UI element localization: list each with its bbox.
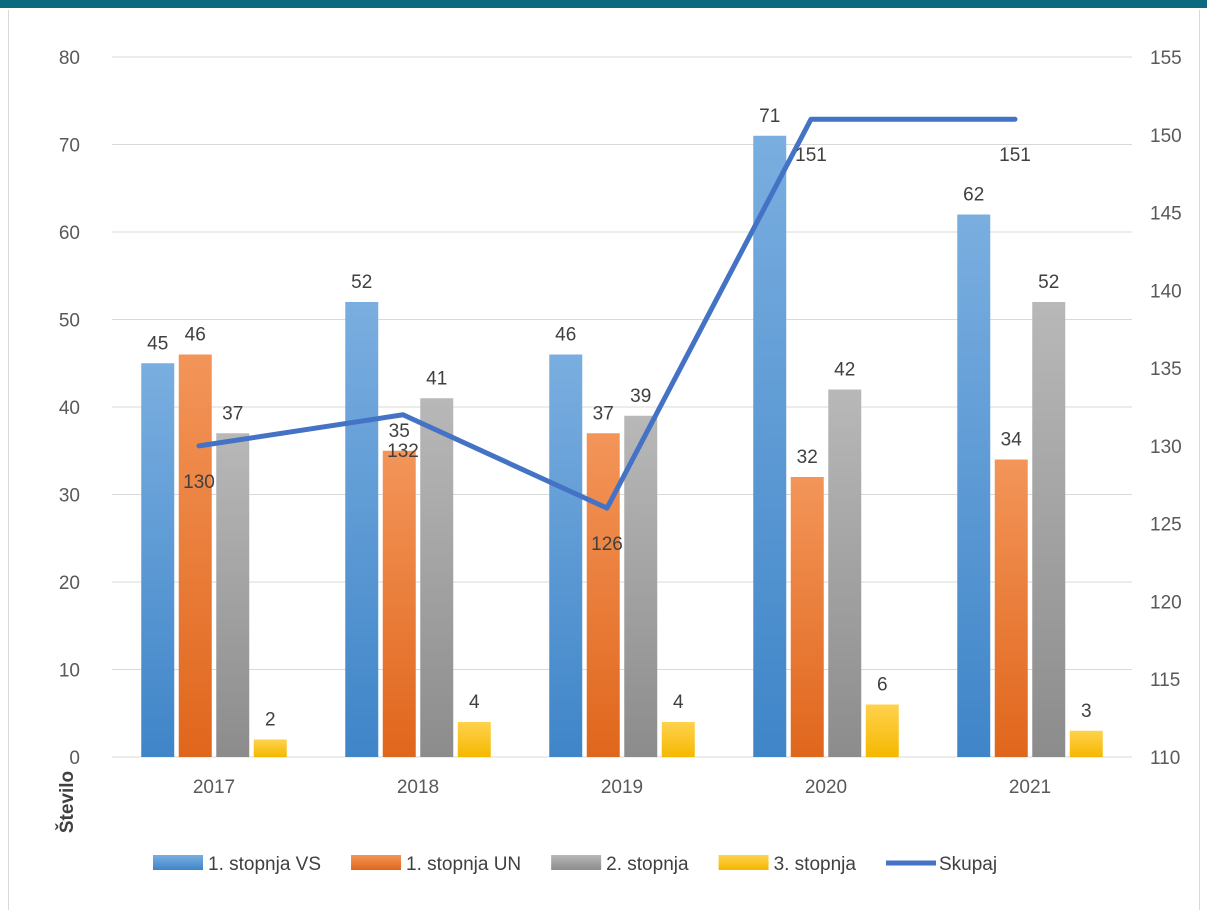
bar-data-label: 4 xyxy=(469,692,480,713)
y2-tick-label: 125 xyxy=(1150,515,1182,536)
bar-data-label: 2 xyxy=(265,710,276,731)
bar xyxy=(661,722,695,757)
header-bar xyxy=(0,0,1207,8)
bar xyxy=(753,135,787,757)
y2-tick-label: 115 xyxy=(1150,670,1180,691)
bar-data-label: 3 xyxy=(1081,701,1092,722)
bar-data-label: 32 xyxy=(797,447,818,468)
bars xyxy=(141,135,1103,757)
bar-data-label: 35 xyxy=(389,421,410,442)
line-data-label: 130 xyxy=(183,472,215,493)
y-tick-label: 40 xyxy=(59,398,80,419)
y2-tick-label: 120 xyxy=(1150,592,1182,613)
total-line xyxy=(196,116,1018,511)
bar xyxy=(957,214,991,757)
bar-data-label: 42 xyxy=(834,360,855,381)
bar xyxy=(1032,302,1066,757)
bar-data-label: 34 xyxy=(1001,430,1023,451)
bar-data-label: 46 xyxy=(555,325,576,346)
legend-item: 1. stopnja UN xyxy=(351,854,521,875)
bar xyxy=(178,354,212,757)
y-axis-left: 0 10 20 30 40 50 60 70 80 xyxy=(59,48,80,769)
y-tick-label: 60 xyxy=(59,223,80,244)
bar-data-label: 46 xyxy=(185,325,206,346)
bar xyxy=(216,433,250,757)
y-axis-title: Število xyxy=(56,771,78,833)
x-tick-label: 2018 xyxy=(397,777,439,798)
x-tick-label: 2019 xyxy=(601,777,643,798)
y2-tick-label: 130 xyxy=(1150,437,1182,458)
bar-data-label: 4 xyxy=(673,692,684,713)
y2-tick-label: 135 xyxy=(1150,359,1182,380)
y2-tick-label: 110 xyxy=(1150,748,1180,769)
legend-item: 3. stopnja xyxy=(718,854,857,875)
legend-label: 1. stopnja UN xyxy=(406,854,521,875)
y-tick-label: 0 xyxy=(69,748,80,769)
x-tick-label: 2020 xyxy=(805,777,847,798)
bar-data-label: 39 xyxy=(630,386,651,407)
line-data-label: 151 xyxy=(999,145,1031,166)
bar-data-label: 6 xyxy=(877,675,888,696)
y2-tick-label: 155 xyxy=(1150,48,1182,69)
legend-swatch xyxy=(718,855,769,870)
bar-data-label: 62 xyxy=(963,185,984,206)
y2-tick-label: 145 xyxy=(1150,204,1182,225)
bar xyxy=(624,415,658,757)
y2-tick-label: 150 xyxy=(1150,126,1182,147)
legend-swatch xyxy=(351,855,402,870)
y-tick-label: 20 xyxy=(59,573,80,594)
bar xyxy=(141,363,175,757)
legend-item: 1. stopnja VS xyxy=(153,854,321,875)
bar xyxy=(420,398,454,757)
bar-data-label: 37 xyxy=(222,403,243,424)
legend-label: Skupaj xyxy=(939,854,997,875)
x-axis: 2017 2018 2019 2020 2021 xyxy=(193,777,1051,798)
bar xyxy=(457,722,491,757)
x-tick-label: 2017 xyxy=(193,777,235,798)
legend-item: 2. stopnja xyxy=(551,854,689,875)
y-tick-label: 50 xyxy=(59,311,80,332)
line-data-label: 151 xyxy=(795,145,827,166)
legend: 1. stopnja VS 1. stopnja UN 2. stopnja 3. s… xyxy=(153,854,997,875)
y-tick-label: 80 xyxy=(59,48,80,69)
bar-data-label: 37 xyxy=(593,403,614,424)
y-tick-label: 70 xyxy=(59,136,80,157)
bar xyxy=(828,389,862,757)
chart-frame xyxy=(8,10,1200,910)
bar xyxy=(253,739,287,757)
y-axis-right: 110 115 120 125 130 135 140 145 150 155 xyxy=(1150,48,1182,769)
legend-label: 1. stopnja VS xyxy=(208,854,321,875)
legend-swatch xyxy=(153,855,203,870)
legend-item: Skupaj xyxy=(885,854,997,875)
bar xyxy=(865,704,899,757)
bar xyxy=(549,354,583,757)
bar-data-label: 41 xyxy=(426,368,447,389)
bar-data-label: 52 xyxy=(1038,272,1059,293)
bar xyxy=(790,477,824,757)
legend-label: 2. stopnja xyxy=(606,854,689,875)
bar xyxy=(994,459,1028,757)
bar xyxy=(1069,730,1103,757)
bar-data-label: 52 xyxy=(351,272,372,293)
legend-swatch xyxy=(551,855,602,870)
y-tick-label: 30 xyxy=(59,486,80,507)
bar xyxy=(345,302,379,757)
bar-data-label: 45 xyxy=(147,333,168,354)
legend-label: 3. stopnja xyxy=(774,854,857,875)
line-data-label: 126 xyxy=(591,534,623,555)
line-series-path xyxy=(196,116,1018,511)
y2-tick-label: 140 xyxy=(1150,281,1182,302)
bar-data-label: 71 xyxy=(759,106,780,127)
x-tick-label: 2021 xyxy=(1009,777,1051,798)
bar xyxy=(586,433,620,757)
y-tick-label: 10 xyxy=(59,661,80,682)
bar xyxy=(382,450,416,757)
line-data-label: 132 xyxy=(387,441,419,462)
